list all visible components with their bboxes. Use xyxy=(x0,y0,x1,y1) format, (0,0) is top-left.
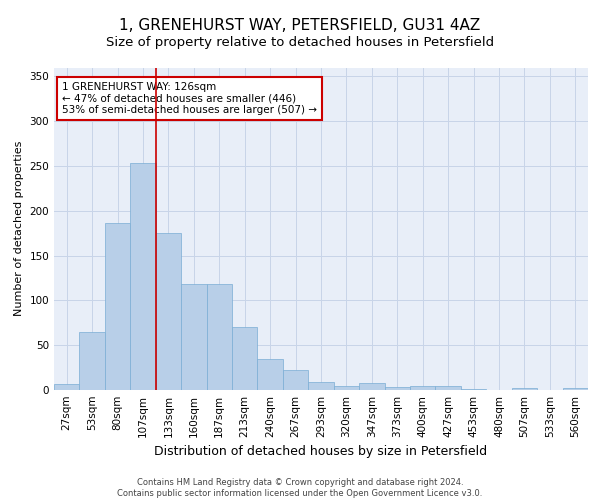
Text: 1 GRENEHURST WAY: 126sqm
← 47% of detached houses are smaller (446)
53% of semi-: 1 GRENEHURST WAY: 126sqm ← 47% of detach… xyxy=(62,82,317,115)
Bar xyxy=(54,384,79,390)
Bar xyxy=(206,284,232,390)
Bar xyxy=(334,386,359,390)
Bar xyxy=(257,358,283,390)
Bar xyxy=(359,383,385,390)
Bar xyxy=(385,388,410,390)
Bar xyxy=(436,386,461,390)
Bar xyxy=(308,382,334,390)
Text: Size of property relative to detached houses in Petersfield: Size of property relative to detached ho… xyxy=(106,36,494,49)
Bar xyxy=(79,332,105,390)
Y-axis label: Number of detached properties: Number of detached properties xyxy=(14,141,24,316)
Bar xyxy=(410,386,436,390)
Bar xyxy=(563,388,588,390)
Bar xyxy=(283,370,308,390)
X-axis label: Distribution of detached houses by size in Petersfield: Distribution of detached houses by size … xyxy=(154,446,488,458)
Bar xyxy=(461,389,486,390)
Bar xyxy=(512,388,537,390)
Bar xyxy=(156,233,181,390)
Bar xyxy=(181,284,206,390)
Text: Contains HM Land Registry data © Crown copyright and database right 2024.
Contai: Contains HM Land Registry data © Crown c… xyxy=(118,478,482,498)
Bar xyxy=(232,328,257,390)
Bar xyxy=(105,224,130,390)
Text: 1, GRENEHURST WAY, PETERSFIELD, GU31 4AZ: 1, GRENEHURST WAY, PETERSFIELD, GU31 4AZ xyxy=(119,18,481,32)
Bar xyxy=(130,164,156,390)
